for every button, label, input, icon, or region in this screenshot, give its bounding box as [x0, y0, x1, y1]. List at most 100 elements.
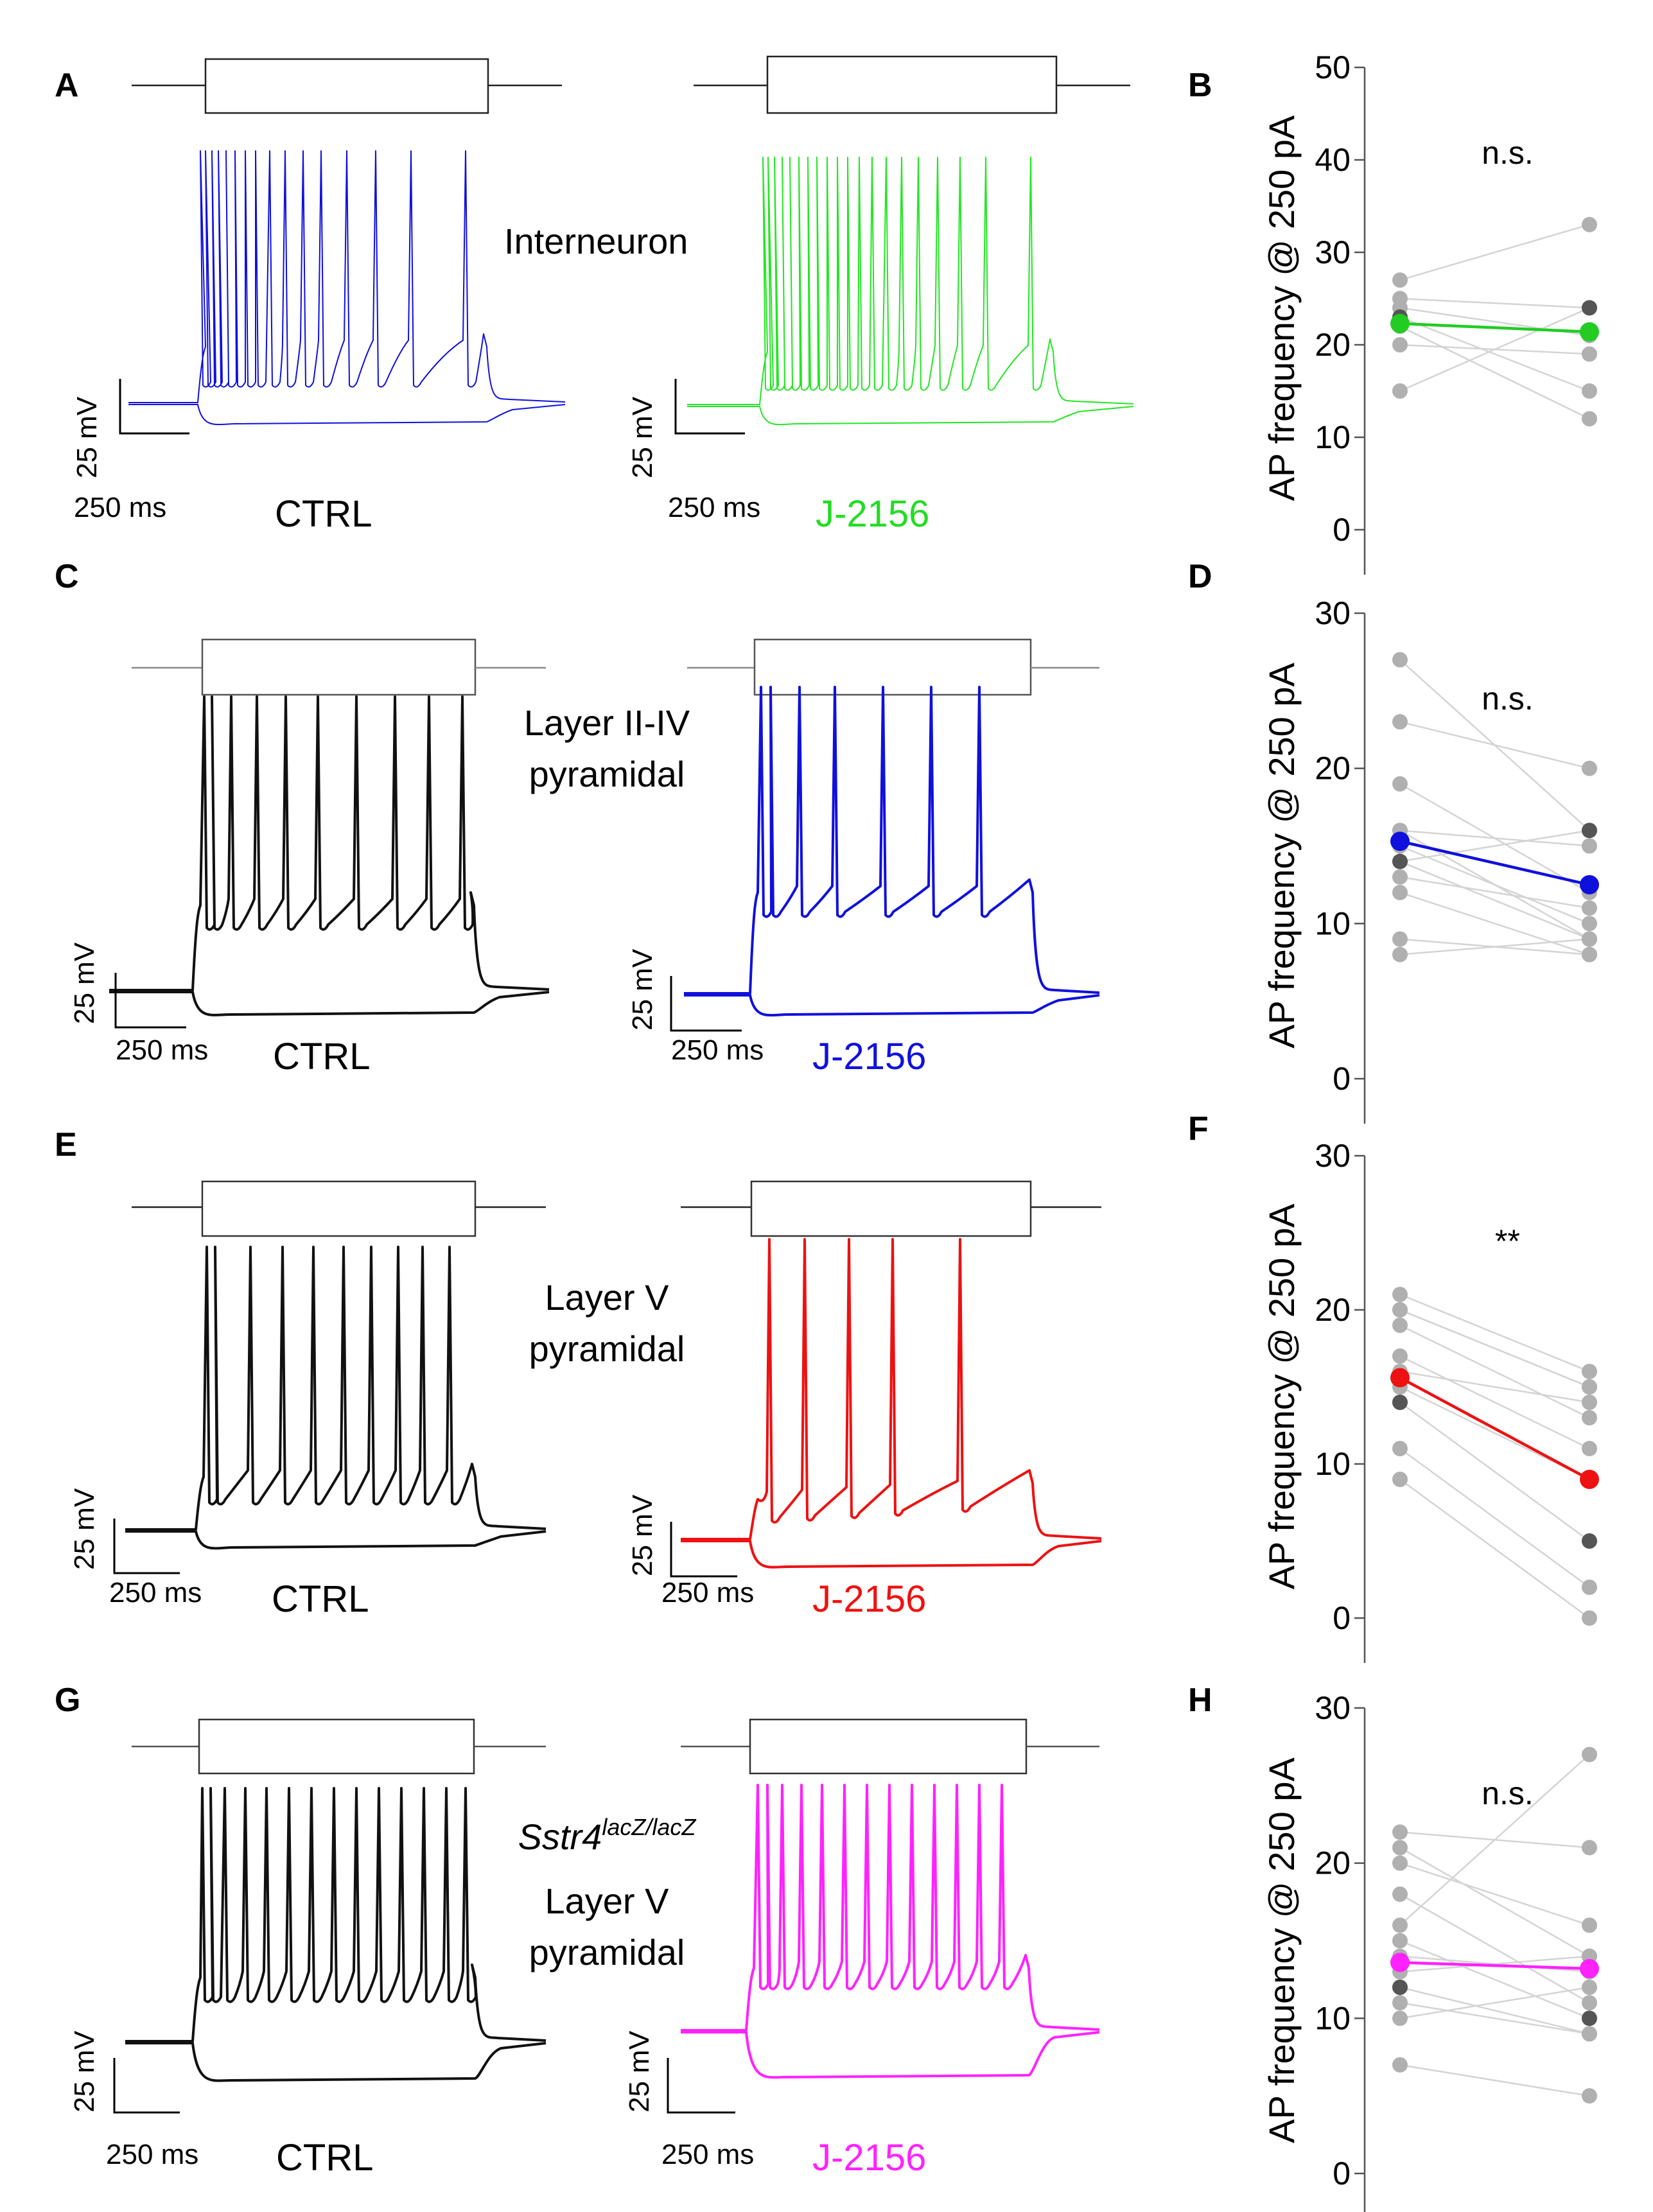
drug-point-overlap [1582, 2010, 1597, 2026]
voltage-trace-drug-a [687, 157, 1134, 426]
y-tick-label: 0 [1333, 2155, 1351, 2191]
scale-bar-c-drug: 25 mV 250 ms [627, 948, 764, 1066]
significance-label: n.s. [1482, 1775, 1534, 1811]
stimulus-protocol-ctrl-a [132, 58, 562, 114]
pair-line [1399, 297, 1590, 309]
stimulus-protocol-drug-a [694, 55, 1130, 114]
scale-t-label: 250 ms [668, 492, 760, 523]
voltage-trace-drug-g [681, 1784, 1100, 2079]
y-tick-label: 10 [1315, 419, 1351, 455]
y-tick-label: 20 [1315, 327, 1351, 363]
scale-bar-e-ctrl: 25 mV 250 ms [69, 1488, 202, 1608]
paired-plot-d: 0 10 20 30 AP frequency @ 250 pA n.s. [1261, 595, 1599, 1124]
scale-v-label: 25 mV [71, 396, 103, 478]
y-tick-label: 20 [1315, 1292, 1351, 1328]
stimulus-protocol-drug-g [681, 1718, 1099, 1775]
hyperpolarizing-trace [128, 404, 566, 426]
cell-type-label-line2: pyramidal [529, 1932, 685, 1973]
scale-bar-c-ctrl: 25 mV 250 ms [69, 942, 208, 1066]
ctrl-point [1392, 869, 1408, 885]
pair-line [1399, 1447, 1590, 1589]
depolarizing-trace [128, 150, 566, 403]
scale-t-label: 250 ms [106, 2139, 198, 2170]
drug-label: J-2156 [812, 1036, 926, 1077]
scale-t-label: 250 ms [74, 492, 166, 523]
pair-line [1399, 1986, 1590, 2019]
voltage-trace-drug-c [684, 686, 1100, 1017]
drug-point [1582, 411, 1597, 427]
pair-line [1399, 1847, 1590, 1957]
drug-point [1582, 1395, 1597, 1410]
significance-label: ** [1495, 1223, 1520, 1259]
pair-line [1399, 1862, 1590, 1926]
depolarizing-trace [684, 686, 1100, 995]
cell-type-label-gene: Sstr4lacZ/lacZ [518, 1814, 697, 1857]
hyperpolarizing-trace [681, 1540, 1102, 1569]
pair-line [1399, 2064, 1590, 2097]
voltage-trace-ctrl-e [125, 1246, 547, 1550]
drug-label: J-2156 [812, 1578, 926, 1620]
paired-plot-f: 0 10 20 30 AP frequency @ 250 pA ** [1261, 1138, 1599, 1663]
drug-point [1582, 931, 1597, 947]
pair-line [1399, 1401, 1590, 1542]
ctrl-point [1392, 714, 1408, 730]
y-axis-label: AP frequency @ 250 pA [1261, 1757, 1302, 2143]
drug-point [1582, 1410, 1597, 1425]
pair-line [1399, 1754, 1590, 1926]
hyperpolarizing-trace [681, 2031, 1100, 2079]
mean-line [1399, 322, 1590, 334]
y-tick-label: 20 [1315, 1845, 1351, 1881]
y-tick-label: 40 [1315, 142, 1351, 178]
pair-line [1399, 326, 1590, 420]
mean-line [1399, 840, 1590, 887]
drug-point [1582, 946, 1597, 962]
ctrl-point [1392, 1287, 1408, 1302]
ctrl-point-overlap [1392, 853, 1408, 869]
depolarizing-trace [681, 1784, 1100, 2032]
pair-line [1399, 830, 1590, 862]
panel-label-g: G [55, 1682, 80, 1719]
scale-v-label: 25 mV [627, 1494, 658, 1576]
ctrl-point [1392, 931, 1408, 947]
pair-line [1399, 307, 1590, 392]
gene-superscript: lacZ/lacZ [602, 1814, 696, 1840]
drug-point [1582, 1917, 1597, 1933]
scale-v-label: 25 mV [627, 396, 658, 478]
ctrl-point [1392, 1348, 1408, 1364]
scale-t-label: 250 ms [116, 1034, 208, 1066]
cell-type-label: Interneuron [504, 221, 688, 261]
pair-line [1399, 316, 1590, 392]
drug-point [1582, 383, 1597, 399]
hyperpolarizing-trace [687, 406, 1134, 426]
scale-v-label: 25 mV [627, 948, 658, 1031]
ctrl-point [1392, 1472, 1408, 1487]
pair-line [1399, 1355, 1590, 1450]
depolarizing-trace [109, 695, 550, 991]
depolarizing-trace [125, 1787, 547, 2042]
panel-label-a: A [55, 67, 79, 104]
ctrl-point [1392, 1302, 1408, 1318]
scale-bar-g-ctrl: 25 mV 250 ms [69, 2030, 198, 2170]
mean-line [1399, 1961, 1590, 1971]
drug-point [1582, 2026, 1597, 2042]
pair-line [1399, 223, 1590, 281]
cell-type-label-line2: pyramidal [529, 754, 685, 794]
drug-point [1582, 1364, 1597, 1379]
pair-line [1399, 1309, 1590, 1388]
drug-mean-point [1580, 322, 1599, 342]
drug-mean-point [1580, 1470, 1599, 1489]
y-tick-label: 30 [1315, 595, 1351, 631]
drug-point [1582, 760, 1597, 776]
drug-point [1582, 1379, 1597, 1395]
pair-line [1399, 860, 1590, 940]
pair-line [1399, 1955, 1590, 1973]
drug-mean-point [1580, 1959, 1599, 1978]
drug-mean-point [1580, 875, 1599, 894]
ctrl-point [1392, 1840, 1408, 1856]
pair-line [1399, 720, 1590, 769]
drug-point [1582, 1441, 1597, 1456]
y-tick-label: 30 [1315, 234, 1351, 270]
significance-label: n.s. [1482, 681, 1534, 717]
ctrl-point [1392, 652, 1408, 668]
y-tick-label: 10 [1315, 1446, 1351, 1482]
